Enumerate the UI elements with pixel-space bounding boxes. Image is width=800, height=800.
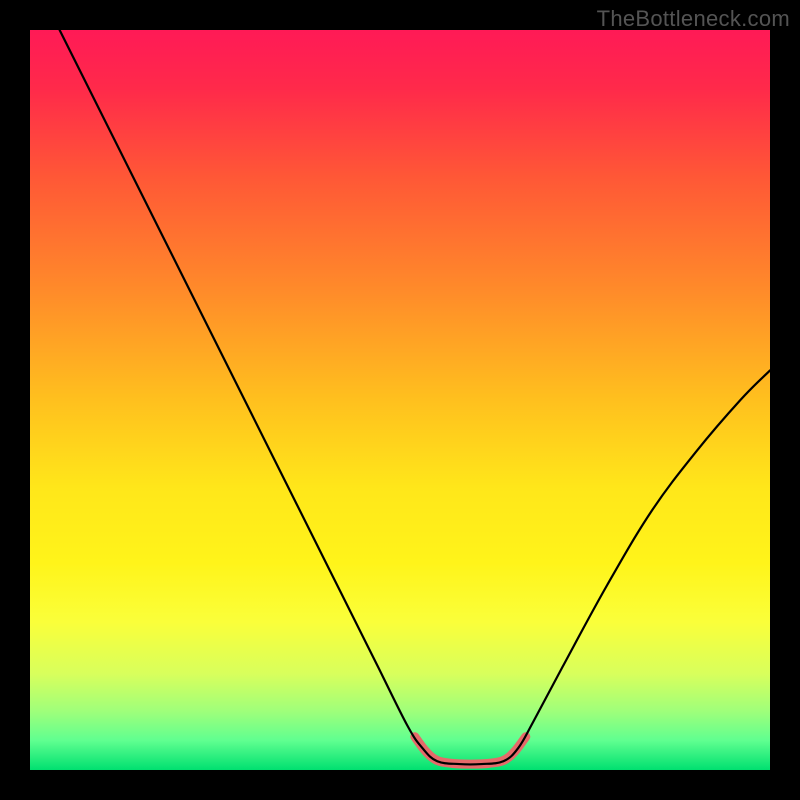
chart-frame: TheBottleneck.com (0, 0, 800, 800)
plot-area (30, 30, 770, 770)
gradient-background (30, 30, 770, 770)
watermark-text: TheBottleneck.com (597, 6, 790, 32)
bottleneck-curve-chart (30, 30, 770, 770)
